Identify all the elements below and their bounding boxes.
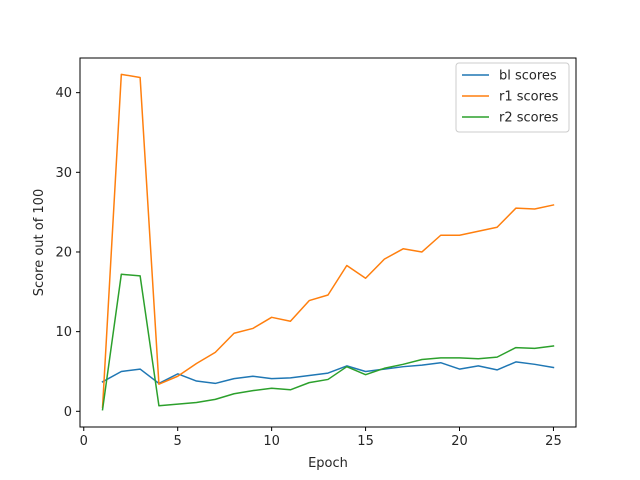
x-tick-label: 20 <box>451 434 468 449</box>
legend-box <box>455 62 570 133</box>
legend: bl scores r1 scores r2 scores <box>455 62 570 133</box>
y-tick-label: 0 <box>64 405 72 420</box>
series-line-r2-scores <box>101 273 555 411</box>
x-tick-label: 15 <box>357 434 374 449</box>
y-tick-label: 40 <box>55 86 72 101</box>
y-tick-label: 20 <box>55 245 72 260</box>
y-axis-label: Score out of 100 <box>32 189 47 296</box>
legend-label: r1 scores <box>499 90 559 105</box>
series-line-r1-scores <box>101 73 555 409</box>
legend-label: bl scores <box>499 69 557 84</box>
x-tick-label: 25 <box>545 434 562 449</box>
x-axis-label: Epoch <box>308 456 348 471</box>
y-tick-label: 10 <box>55 325 72 340</box>
x-axis: 0 5 10 15 20 25 <box>80 427 562 449</box>
x-tick-label: 0 <box>80 434 88 449</box>
series-lines <box>101 73 555 411</box>
x-tick-label: 10 <box>263 434 280 449</box>
x-tick-label: 5 <box>174 434 182 449</box>
series-line-bl-scores <box>101 361 555 385</box>
legend-label: r2 scores <box>499 111 559 126</box>
y-tick-label: 30 <box>55 166 72 181</box>
y-axis: 0 10 20 30 40 <box>55 86 80 420</box>
plot-frame <box>79 57 577 428</box>
